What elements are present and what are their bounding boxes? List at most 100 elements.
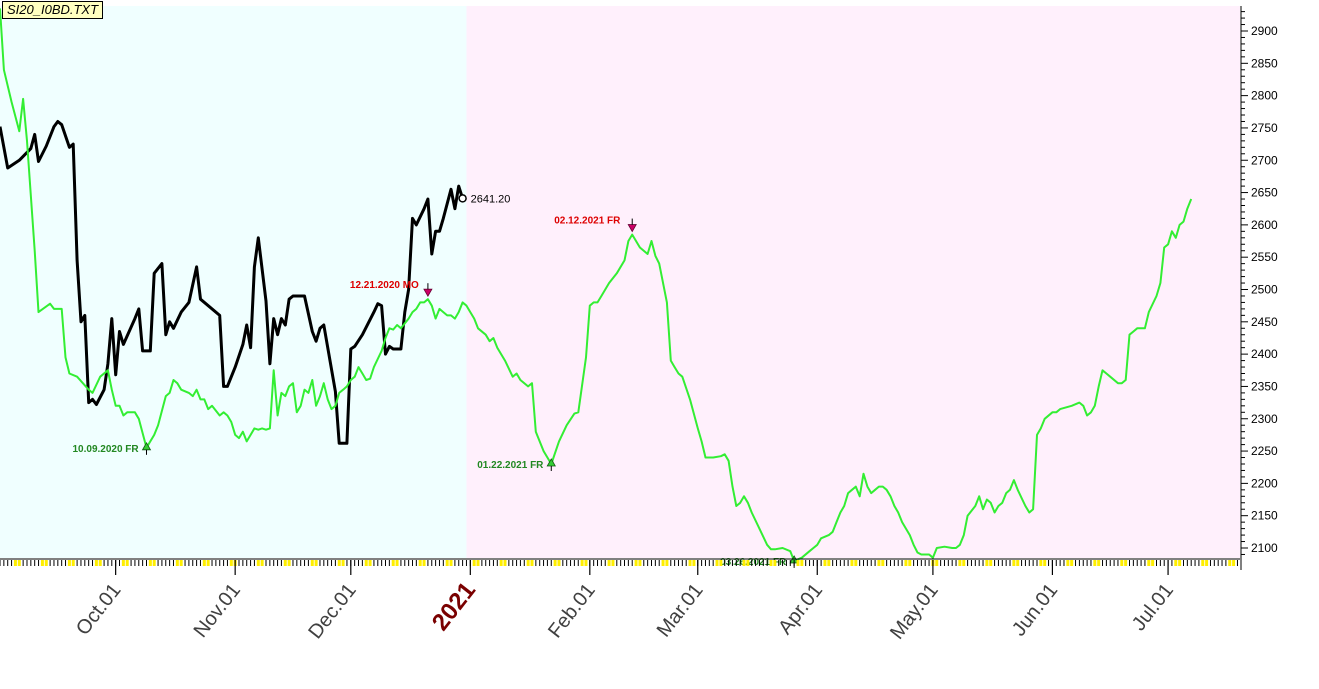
- chart-background: [0, 6, 1241, 558]
- x-weekend-tick: [1151, 560, 1155, 566]
- x-weekend-tick: [773, 560, 777, 566]
- x-weekend-tick: [1120, 560, 1124, 566]
- series-line-0: [0, 120, 465, 445]
- x-weekend-tick: [1174, 560, 1178, 566]
- x-weekend-tick: [395, 560, 399, 566]
- x-weekend-tick: [1228, 560, 1232, 566]
- x-weekend-tick: [125, 560, 129, 566]
- x-weekend-tick: [962, 560, 966, 566]
- x-weekend-tick: [1016, 560, 1020, 566]
- x-weekend-tick: [94, 560, 98, 566]
- x-weekend-tick: [881, 560, 885, 566]
- x-weekend-tick: [769, 560, 773, 566]
- x-weekend-tick: [283, 560, 287, 566]
- x-weekend-tick: [1232, 560, 1236, 566]
- x-weekend-tick: [472, 560, 476, 566]
- x-weekend-tick: [584, 560, 588, 566]
- x-weekend-tick: [40, 560, 44, 566]
- high-marker-label-3: 02.12.2021 FR: [554, 216, 621, 227]
- low-marker-label-0: 10.09.2020 FR: [72, 444, 139, 455]
- x-tick-label-6: Apr.01: [774, 580, 827, 639]
- x-weekend-tick: [715, 560, 719, 566]
- x-weekend-tick: [800, 560, 804, 566]
- x-weekend-tick: [1093, 560, 1097, 566]
- x-tick-label-1: Nov.01: [190, 580, 245, 642]
- x-weekend-tick: [661, 560, 665, 566]
- x-weekend-tick: [337, 560, 341, 566]
- x-weekend-tick: [449, 560, 453, 566]
- x-weekend-tick: [958, 560, 962, 566]
- x-weekend-tick: [256, 560, 260, 566]
- y-tick-label-5: 2350: [1251, 379, 1278, 393]
- chart-title: SI20_I0BD.TXT: [2, 1, 104, 19]
- x-weekend-tick: [850, 560, 854, 566]
- y-tick-label-15: 2850: [1251, 56, 1278, 70]
- x-weekend-tick: [688, 560, 692, 566]
- y-tick-label-0: 2100: [1251, 541, 1278, 555]
- high-marker-label-1: 12.21.2020 MO: [350, 280, 419, 291]
- low-marker-label-4: 03.26.2021 FR: [720, 557, 787, 568]
- x-weekend-tick: [611, 560, 615, 566]
- y-tick-label-7: 2450: [1251, 315, 1278, 329]
- x-weekend-tick: [391, 560, 395, 566]
- series-line-1: [0, 8, 1193, 562]
- x-weekend-tick: [989, 560, 993, 566]
- x-weekend-tick: [445, 560, 449, 566]
- x-weekend-tick: [1043, 560, 1047, 566]
- x-weekend-tick: [530, 560, 534, 566]
- x-weekend-tick: [121, 560, 125, 566]
- x-weekend-tick: [1178, 560, 1182, 566]
- y-tick-label-13: 2750: [1251, 121, 1278, 135]
- x-tick-label-0: Oct.01: [72, 580, 126, 640]
- x-weekend-tick: [152, 560, 156, 566]
- x-weekend-tick: [148, 560, 152, 566]
- x-weekend-tick: [1066, 560, 1070, 566]
- x-weekend-tick: [877, 560, 881, 566]
- last-value-label: 2641.20: [471, 193, 511, 205]
- x-weekend-tick: [935, 560, 939, 566]
- high-marker-3: [627, 224, 637, 233]
- x-tick-label-8: Jun.01: [1008, 580, 1062, 641]
- x-weekend-tick: [179, 560, 183, 566]
- y-tick-label-11: 2650: [1251, 186, 1278, 200]
- y-tick-label-14: 2800: [1251, 89, 1278, 103]
- x-weekend-tick: [17, 560, 21, 566]
- x-weekend-tick: [260, 560, 264, 566]
- x-weekend-tick: [67, 560, 71, 566]
- x-weekend-tick: [310, 560, 314, 566]
- x-weekend-tick: [1070, 560, 1074, 566]
- x-weekend-tick: [476, 560, 480, 566]
- x-weekend-tick: [206, 560, 210, 566]
- y-tick-label-4: 2300: [1251, 412, 1278, 426]
- x-weekend-tick: [796, 560, 800, 566]
- x-weekend-tick: [202, 560, 206, 566]
- x-weekend-tick: [908, 560, 912, 566]
- x-tick-label-4: Feb.01: [544, 580, 600, 643]
- low-marker-2: [546, 458, 556, 467]
- y-tick-label-2: 2200: [1251, 476, 1278, 490]
- x-weekend-tick: [719, 560, 723, 566]
- chart-series: 2641.20: [0, 8, 1193, 562]
- y-tick-label-6: 2400: [1251, 347, 1278, 361]
- x-weekend-tick: [742, 560, 746, 566]
- y-tick-label-8: 2500: [1251, 283, 1278, 297]
- x-axis: Oct.01 Nov.01 Dec.01 2021 Feb.01 Mar.01 Apr.01…: [0, 558, 1240, 644]
- high-marker-1: [423, 288, 433, 298]
- y-tick-label-9: 2550: [1251, 250, 1278, 264]
- x-weekend-tick: [1012, 560, 1016, 566]
- x-weekend-tick: [287, 560, 291, 566]
- x-weekend-tick: [823, 560, 827, 566]
- low-marker-label-2: 01.22.2021 FR: [477, 460, 544, 471]
- chart-annotations: 10.09.2020 FR 12.21.2020 MO 01.22.2021 FR 0…: [72, 216, 799, 568]
- x-weekend-tick: [665, 560, 669, 566]
- y-tick-label-1: 2150: [1251, 509, 1278, 523]
- x-tick-label-3: 2021: [427, 577, 481, 636]
- x-weekend-tick: [634, 560, 638, 566]
- x-weekend-tick: [98, 560, 102, 566]
- last-value-marker: [458, 194, 467, 203]
- x-tick-label-9: Jul.01: [1128, 580, 1178, 636]
- x-weekend-tick: [557, 560, 561, 566]
- x-weekend-tick: [580, 560, 584, 566]
- y-tick-label-3: 2250: [1251, 444, 1278, 458]
